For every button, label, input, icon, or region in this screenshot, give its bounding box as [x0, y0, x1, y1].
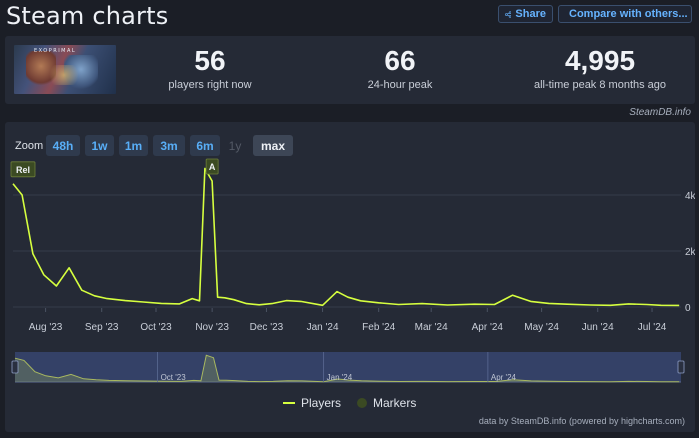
chart-panel: Zoom 48h 1w 1m 3m 6m 1y max 0 2k 4k Rel A A… — [5, 122, 695, 432]
x-tick-label: Jan '24 — [307, 322, 339, 333]
compare-label: Compare with others... — [569, 8, 688, 20]
y-tick-label: 4k — [685, 191, 695, 202]
share-icon — [505, 10, 512, 18]
markers-legend-swatch — [357, 398, 368, 408]
navigator-tick-label: Oct '23 — [161, 373, 187, 382]
y-tick-label: 2k — [685, 247, 695, 258]
game-thumbnail[interactable]: EXOPRIMAL — [14, 45, 116, 94]
zoom-1w-button[interactable]: 1w — [85, 135, 114, 156]
marker-box — [205, 158, 219, 175]
legend-markers[interactable]: Markers — [357, 396, 416, 410]
alltime-value: 4,995 — [564, 45, 636, 76]
players-now-label: players right now — [168, 79, 252, 91]
game-logo-text: EXOPRIMAL — [34, 48, 77, 54]
x-tick-label: Jun '24 — [582, 322, 614, 333]
peak24-label: 24-hour peak — [367, 79, 433, 91]
legend-markers-label: Markers — [373, 396, 417, 410]
x-tick-label: Nov '23 — [195, 322, 229, 333]
players-now-value: 56 — [194, 45, 226, 76]
x-tick-label: May '24 — [524, 322, 559, 333]
x-tick-label: Dec '23 — [250, 322, 284, 333]
marker-label: A — [209, 162, 216, 172]
steamdb-attribution[interactable]: SteamDB.info — [629, 107, 691, 118]
zoom-6m-button[interactable]: 6m — [190, 135, 220, 156]
players-legend-swatch — [283, 402, 295, 404]
x-tick-label: Apr '24 — [472, 322, 504, 333]
share-button[interactable]: Share — [498, 5, 553, 23]
compare-button[interactable]: 1 3 Compare with others... — [558, 5, 692, 23]
legend-players-label: Players — [301, 396, 342, 410]
navigator-series-line — [14, 354, 680, 383]
zoom-max-button[interactable]: max — [253, 135, 293, 156]
x-tick-label: Sep '23 — [85, 322, 119, 333]
legend-players[interactable]: Players — [283, 396, 341, 410]
stat-24h-peak: 66 24-hour peak — [345, 44, 455, 92]
zoom-label: Zoom — [15, 140, 44, 152]
navigator-left-handle[interactable] — [11, 360, 19, 374]
x-tick-label: Mar '24 — [415, 322, 448, 333]
chart-legend: Players Markers — [283, 396, 416, 410]
players-series-line — [12, 167, 680, 307]
marker-flag-a[interactable]: A — [205, 158, 219, 175]
stat-alltime-peak: 4,995 all-time peak 8 months ago — [510, 44, 690, 92]
x-tick-label: Jul '24 — [638, 322, 667, 333]
x-tick-label: Feb '24 — [362, 322, 395, 333]
navigator-right-handle[interactable] — [677, 360, 685, 374]
y-tick-label: 0 — [685, 303, 691, 314]
navigator-tick-label: Apr '24 — [491, 373, 517, 382]
stats-panel: EXOPRIMAL 56 players right now 66 24-hou… — [5, 36, 695, 104]
zoom-1y-button: 1y — [228, 138, 242, 153]
navigator-range[interactable] — [15, 352, 681, 382]
marker-box — [10, 161, 36, 178]
share-label: Share — [515, 8, 546, 20]
marker-flag-rel[interactable]: Rel — [10, 161, 36, 178]
zoom-3m-button[interactable]: 3m — [153, 135, 185, 156]
x-tick-label: Oct '23 — [140, 322, 172, 333]
navigator-tick-label: Jan '24 — [327, 373, 353, 382]
alltime-label: all-time peak 8 months ago — [533, 79, 667, 91]
x-tick-label: Aug '23 — [29, 322, 63, 333]
peak24-value: 66 — [384, 45, 416, 76]
zoom-48h-button[interactable]: 48h — [46, 135, 80, 156]
chart-credits[interactable]: data by SteamDB.info (powered by highcha… — [478, 416, 685, 426]
marker-label: Rel — [16, 165, 30, 175]
zoom-1m-button[interactable]: 1m — [119, 135, 148, 156]
page-title: Steam charts — [6, 2, 169, 30]
player-chart[interactable]: 0 2k 4k Rel A Aug '23 Sep '23 Oct '23 Nov '23 D… — [5, 122, 695, 392]
navigator-area — [15, 355, 681, 382]
stat-players-now: 56 players right now — [155, 44, 265, 92]
